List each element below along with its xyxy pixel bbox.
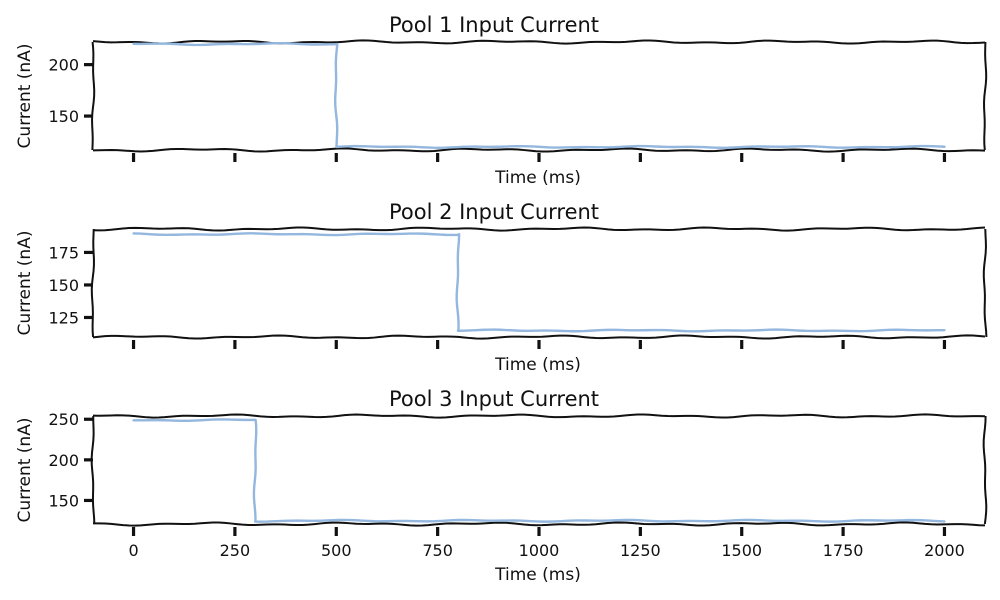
y-tick-label: 200 [48, 56, 79, 75]
x-tick-label: 0 [128, 541, 138, 560]
x-tick-label: 1000 [519, 541, 560, 560]
axes-right-spine [983, 41, 988, 151]
y-tick-label: 175 [48, 243, 79, 262]
y-axis-label: Current (nA) [15, 231, 35, 336]
x-axis-label: Time (ms) [494, 565, 581, 585]
y-tick-label: 150 [48, 107, 79, 126]
axes-top-spine [92, 39, 986, 45]
y-axis-label: Current (nA) [15, 418, 35, 523]
x-tick-label: 1750 [823, 541, 864, 560]
axes-bottom-spine [92, 147, 986, 153]
chart-title: Pool 2 Input Current [389, 200, 599, 224]
chart-panel-3: Pool 3 Input Current 150 200 250 0 250 500 750 1… [15, 387, 988, 585]
y-tick-label: 125 [48, 308, 79, 327]
y-tick-label: 200 [48, 451, 79, 470]
x-tick-label: 1250 [620, 541, 661, 560]
chart-title: Pool 1 Input Current [389, 13, 599, 37]
series-line [132, 418, 946, 523]
x-tick-label: 750 [422, 541, 453, 560]
x-axis-label: Time (ms) [494, 355, 581, 375]
x-axis-label: Time (ms) [494, 168, 581, 188]
axes-top-spine [92, 413, 986, 419]
x-tick-label: 1500 [721, 541, 762, 560]
axes-top-spine [92, 226, 986, 232]
x-tick-label: 500 [321, 541, 352, 560]
y-tick-label: 150 [48, 276, 79, 295]
chart-title: Pool 3 Input Current [389, 387, 599, 411]
chart-panel-1: Pool 1 Input Current 150 200 Time (ms) Curre… [15, 13, 988, 188]
axes-left-spine [90, 228, 95, 338]
y-tick-label: 250 [48, 410, 79, 429]
series-line [132, 232, 946, 333]
x-tick-label: 2000 [924, 541, 965, 560]
axes-bottom-spine [92, 334, 986, 340]
axes-right-spine [982, 415, 988, 525]
y-tick-label: 150 [48, 491, 79, 510]
axes-left-spine [90, 415, 96, 525]
chart-panel-2: Pool 2 Input Current 125 150 175 Time (ms) Cu… [15, 200, 988, 375]
series-line [132, 42, 946, 150]
x-tick-label: 250 [220, 541, 251, 560]
axes-left-spine [91, 41, 96, 151]
y-axis-label: Current (nA) [15, 44, 35, 149]
axes-right-spine [982, 228, 988, 338]
axes-bottom-spine [92, 521, 986, 527]
